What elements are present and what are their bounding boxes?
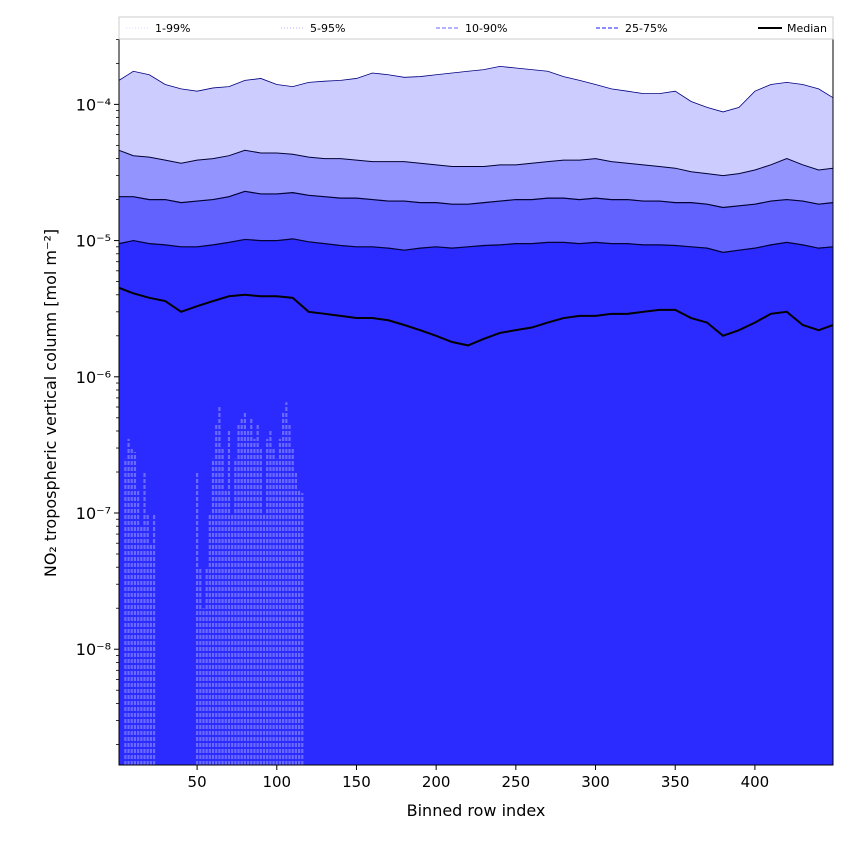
axes: 50 100 150 200 250 300 350 400 10⁻⁴ 10⁻⁵ 10⁻⁶ 10⁻⁷ 1… [76,38,834,791]
legend-label: 25-75% [625,22,667,35]
y-tick-label: 10⁻⁸ [76,640,111,659]
y-tick-label: 10⁻⁶ [76,368,111,387]
y-tick-label: 10⁻⁷ [76,504,111,523]
legend-label: 5-95% [310,22,345,35]
legend: 1-99% 5-95% 10-90% 25-75% Median [118,16,834,40]
line-10-percentile [119,190,834,209]
x-tick-label: 300 [581,773,610,791]
legend-label: 10-90% [465,22,507,35]
x-tick-label: 50 [188,773,207,791]
x-axis-label: Binned row index [407,801,546,820]
y-tick-label: 10⁻⁵ [76,232,111,251]
legend-box [118,16,834,40]
legend-label: 1-99% [155,22,190,35]
line-median [118,286,834,347]
band-base-fill [119,238,833,766]
y-axis-label: NO₂ tropospheric vertical column [mol m⁻… [41,229,60,577]
line-5-percentile [118,149,834,177]
band-25-75 [119,191,833,253]
plot-area [118,66,834,766]
legend-label: Median [787,22,827,35]
y-tick-label: 10⁻⁴ [76,95,111,114]
x-tick-label: 250 [502,773,531,791]
x-tick-label: 150 [342,773,371,791]
line-95-percentile [118,66,834,113]
x-tick-label: 200 [422,773,451,791]
x-tick-label: 400 [741,773,770,791]
line-25-percentile [118,238,834,253]
x-tick-label: 100 [262,773,291,791]
x-tick-label: 350 [661,773,690,791]
